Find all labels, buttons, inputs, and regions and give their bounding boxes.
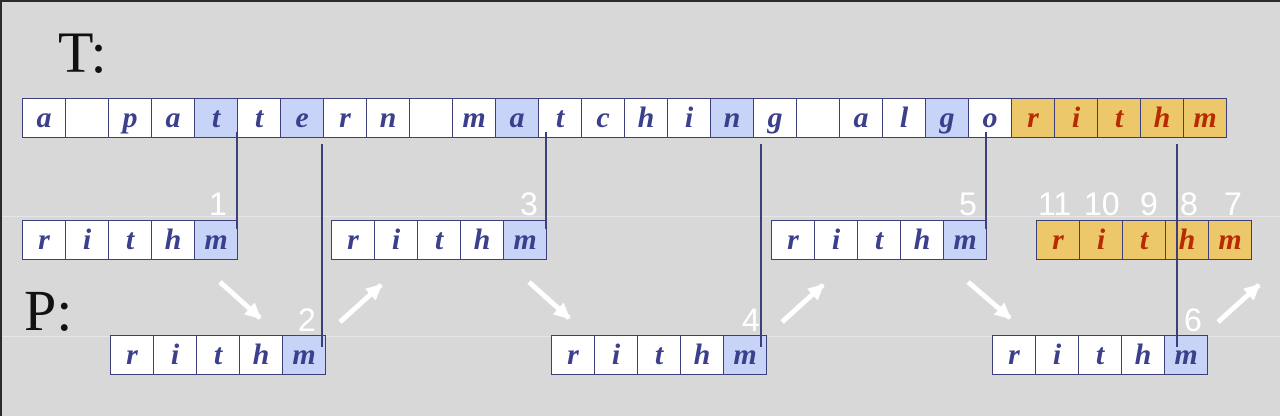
guide-line bbox=[2, 216, 1280, 217]
text-cell-8: n bbox=[366, 98, 410, 138]
pattern-cell-3: h bbox=[239, 335, 283, 375]
text-label: T: bbox=[58, 20, 107, 85]
pattern-label: P: bbox=[24, 278, 73, 343]
arrow-up-icon bbox=[780, 283, 825, 324]
pattern-cell-1: i bbox=[1079, 220, 1123, 260]
pattern-cell-2: t bbox=[857, 220, 901, 260]
arrow-down-icon bbox=[966, 280, 1012, 320]
step-number-5: 5 bbox=[959, 186, 977, 222]
step-number-7: 7 bbox=[1224, 186, 1242, 222]
text-cell-17: g bbox=[753, 98, 797, 138]
step-number-10: 10 bbox=[1084, 186, 1120, 222]
pattern-cell-4: m bbox=[503, 220, 547, 260]
text-cell-4: t bbox=[194, 98, 238, 138]
pattern-cell-3: h bbox=[900, 220, 944, 260]
text-cell-26: h bbox=[1140, 98, 1184, 138]
step-number-6: 6 bbox=[1184, 302, 1202, 338]
shift-arrows bbox=[218, 280, 1261, 324]
text-cell-23: r bbox=[1011, 98, 1055, 138]
step-number-3: 3 bbox=[520, 186, 538, 222]
pattern-cell-0: r bbox=[110, 335, 154, 375]
pattern-cell-2: t bbox=[108, 220, 152, 260]
pattern-cell-3: h bbox=[1121, 335, 1165, 375]
text-cell-3: a bbox=[151, 98, 195, 138]
pattern-cell-2: t bbox=[1122, 220, 1166, 260]
text-cell-11: a bbox=[495, 98, 539, 138]
text-cell-9 bbox=[409, 98, 453, 138]
arrow-down-icon bbox=[218, 280, 262, 320]
text-cell-25: t bbox=[1097, 98, 1141, 138]
pattern-cell-0: r bbox=[551, 335, 595, 375]
text-cell-16: n bbox=[710, 98, 754, 138]
text-cell-14: h bbox=[624, 98, 668, 138]
text-cell-24: i bbox=[1054, 98, 1098, 138]
arrow-up-icon bbox=[1216, 283, 1261, 324]
pattern-cell-2: t bbox=[637, 335, 681, 375]
pattern-cell-4: m bbox=[1208, 220, 1252, 260]
arrow-down-icon bbox=[527, 280, 571, 320]
pattern-cell-4: m bbox=[943, 220, 987, 260]
pattern-cell-0: r bbox=[1036, 220, 1080, 260]
step-number-2: 2 bbox=[298, 302, 316, 338]
pattern-cell-4: m bbox=[282, 335, 326, 375]
text-cell-2: p bbox=[108, 98, 152, 138]
text-cell-15: i bbox=[667, 98, 711, 138]
pattern-cell-0: r bbox=[22, 220, 66, 260]
pattern-cell-3: h bbox=[151, 220, 195, 260]
text-cell-13: c bbox=[581, 98, 625, 138]
step-number-8: 8 bbox=[1180, 186, 1198, 222]
pattern-cell-4: m bbox=[194, 220, 238, 260]
pattern-cell-4: m bbox=[723, 335, 767, 375]
pattern-cell-4: m bbox=[1164, 335, 1208, 375]
step-number-9: 9 bbox=[1140, 186, 1158, 222]
pattern-cell-1: i bbox=[1035, 335, 1079, 375]
arrow-up-icon bbox=[338, 283, 383, 324]
step-number-11: 11 bbox=[1038, 186, 1072, 222]
step-number-1: 1 bbox=[209, 186, 227, 222]
text-cell-10: m bbox=[452, 98, 496, 138]
pattern-cell-3: h bbox=[1165, 220, 1209, 260]
text-cell-7: r bbox=[323, 98, 367, 138]
pattern-cell-2: t bbox=[1078, 335, 1122, 375]
pattern-cell-1: i bbox=[153, 335, 197, 375]
text-cell-6: e bbox=[280, 98, 324, 138]
pattern-cell-1: i bbox=[594, 335, 638, 375]
text-cell-5: t bbox=[237, 98, 281, 138]
comparison-lines bbox=[236, 132, 1178, 347]
step-number-4: 4 bbox=[742, 302, 760, 338]
pattern-cell-1: i bbox=[65, 220, 109, 260]
text-cell-1 bbox=[65, 98, 109, 138]
pattern-cell-2: t bbox=[196, 335, 240, 375]
text-cell-27: m bbox=[1183, 98, 1227, 138]
text-cell-12: t bbox=[538, 98, 582, 138]
pattern-cell-2: t bbox=[417, 220, 461, 260]
